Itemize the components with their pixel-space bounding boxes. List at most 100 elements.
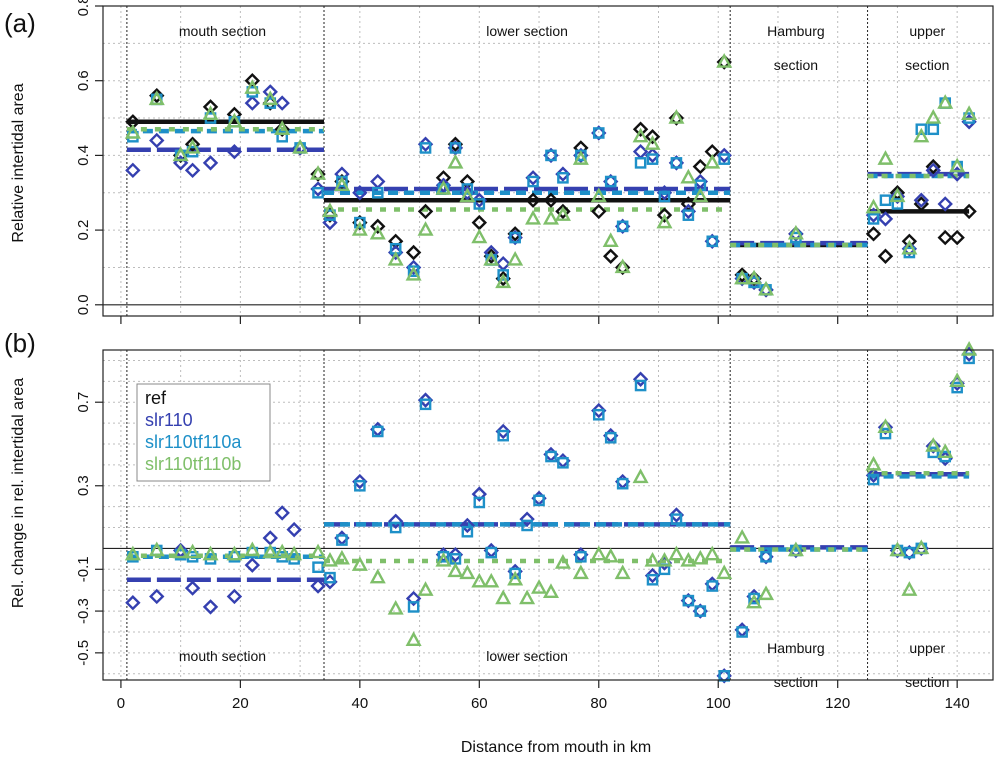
panel-a-point-slr110tf110a — [497, 269, 510, 281]
panel-a-point-slr110tf110b — [321, 202, 339, 218]
panel-a-point-slr110tf110a — [616, 220, 629, 233]
panel-a-axes: 0.0 0.2 0.4 0.6 0.8 — [75, 0, 994, 324]
panel-b-point-slr110tf110b — [680, 551, 697, 567]
panel-b-sections: mouth section lower section Hamburg section… — [126, 350, 949, 690]
panel-a-point-slr110 — [226, 143, 243, 160]
panel-b-point-slr110tf110b — [937, 443, 954, 459]
panel-b-point-slr110 — [865, 467, 882, 484]
panel-a-point-slr110tf110a — [927, 123, 940, 136]
panel-b-point-slr110tf110a — [324, 571, 336, 584]
panel-b-section-label: Hamburg — [767, 640, 825, 656]
panel-b-x-tick-label: 0 — [117, 695, 125, 712]
panel-b-point-slr110tf110b — [746, 593, 763, 609]
panel-b-point-slr110tf110a — [312, 561, 324, 574]
panel-a-point-slr110tf110b — [734, 269, 751, 285]
panel-b-point-slr110 — [877, 419, 894, 435]
panel-b-point-slr110tf110a — [497, 429, 510, 442]
panel-b-y-tick-label: 0.3 — [75, 475, 92, 496]
panel-a-point-ref — [310, 166, 326, 182]
panel-a-point-slr110tf110b — [901, 239, 918, 255]
panel-b-point-slr110tf110a — [575, 550, 587, 563]
panel-a-point-slr110tf110b — [471, 228, 488, 244]
panel-b: mouth section lower section Hamburg section… — [4, 328, 994, 712]
panel-a-point-slr110tf110a — [604, 175, 617, 188]
panel-a-point-slr110tf110a — [646, 153, 659, 165]
panel-b-point-slr110tf110b — [913, 539, 930, 555]
panel-a-point-slr110 — [149, 132, 165, 149]
panel-b-section-label: mouth section — [179, 648, 266, 664]
panel-a-points — [124, 53, 978, 298]
panel-a-point-ref — [949, 229, 965, 246]
panel-a-section-label: Hamburg — [767, 23, 825, 39]
panel-b-point-slr110tf110b — [417, 581, 434, 596]
panel-b-point-slr110 — [352, 473, 368, 490]
panel-b-point-slr110tf110a — [521, 519, 533, 532]
panel-b-point-slr110tf110a — [336, 534, 348, 546]
panel-b-point-slr110tf110b — [704, 545, 721, 561]
panel-a-point-slr110tf110b — [525, 209, 542, 225]
panel-b-point-slr110tf110b — [369, 568, 386, 584]
panel-a-point-slr110tf110b — [554, 206, 571, 221]
panel-b-point-slr110 — [184, 580, 201, 596]
panel-a-section-label: section — [905, 57, 949, 73]
panel-a-point-slr110tf110a — [527, 175, 539, 188]
panel-a-point-slr110tf110a — [915, 123, 928, 136]
panel-b-point-slr110tf110b — [865, 455, 882, 471]
panel-b-point-slr110 — [286, 521, 302, 538]
panel-b-point-slr110 — [471, 486, 488, 502]
panel-b-point-slr110 — [125, 595, 141, 611]
panel-b-point-slr110tf110a — [485, 546, 498, 559]
panel-a-point-slr110tf110b — [387, 250, 404, 266]
x-axis-label: Distance from mouth in km — [461, 739, 651, 756]
panel-a-point-slr110 — [125, 162, 141, 179]
panel-a-point-slr110tf110a — [449, 142, 462, 154]
panel-a-point-ref — [692, 158, 709, 175]
panel-b-point-slr110tf110b — [262, 543, 279, 559]
panel-b-point-slr110tf110a — [867, 473, 880, 486]
panel-a-point-slr110tf110b — [405, 265, 422, 281]
panel-b-point-slr110tf110a — [592, 408, 605, 421]
panel-b-point-slr110tf110a — [545, 450, 557, 463]
panel-a-point-slr110tf110a — [682, 209, 695, 221]
panel-b-point-slr110tf110a — [354, 479, 366, 492]
panel-a-point-slr110 — [877, 211, 894, 227]
panel-b-point-slr110 — [459, 517, 476, 534]
panel-a-point-ref — [656, 207, 673, 223]
panel-a-point-slr110tf110a — [658, 190, 671, 203]
panel-b-x-tick-label: 100 — [706, 695, 731, 712]
panel-b-x-tick-label: 120 — [825, 695, 850, 712]
panel-a-point-ref — [226, 106, 243, 123]
panel-a-section-label: lower section — [486, 23, 568, 39]
panel-a-point-ref — [603, 248, 619, 264]
panel-b-point-slr110tf110b — [405, 631, 422, 647]
panel-b-point-slr110tf110a — [509, 567, 521, 580]
panel-a-point-slr110tf110b — [572, 150, 589, 165]
panel-b-point-slr110tf110b — [435, 551, 452, 567]
panel-b-point-slr110tf110b — [668, 545, 685, 561]
panel-b-point-slr110tf110b — [471, 572, 488, 588]
panel-a-point-ref — [370, 218, 386, 235]
panel-b-point-slr110tf110b — [889, 541, 906, 557]
panel-b-point-slr110tf110b — [387, 599, 404, 615]
panel-b-point-slr110tf110b — [124, 545, 141, 561]
panel-a-point-slr110tf110b — [668, 109, 685, 124]
panel-a-point-slr110tf110b — [226, 112, 243, 128]
panel-a-point-slr110 — [184, 162, 201, 179]
panel-b-point-slr110tf110b — [286, 545, 303, 561]
panel-a-point-ref — [555, 203, 571, 220]
panel-b-y-tick-label: -0.3 — [75, 598, 92, 624]
panel-a-point-slr110tf110b — [124, 123, 141, 139]
panel-a-point-slr110tf110a — [545, 149, 557, 162]
panel-b-point-slr110tf110b — [333, 549, 350, 565]
panel-b-point-slr110tf110a — [389, 521, 402, 534]
panel-b-label: (b) — [4, 328, 36, 358]
panel-a-point-ref — [184, 136, 201, 152]
panel-b-point-slr110tf110b — [757, 585, 775, 601]
panel-a-point-slr110tf110b — [459, 187, 476, 203]
panel-b-point-slr110tf110b — [172, 543, 189, 559]
panel-a-point-slr110 — [483, 244, 499, 261]
panel-b-axes: -0.5 -0.3 -0.1 0.3 0.7 0 20 40 60 80 100 120 140 — [75, 349, 994, 712]
panel-b-point-slr110tf110b — [734, 528, 751, 544]
panel-b-point-slr110tf110b — [531, 579, 548, 594]
